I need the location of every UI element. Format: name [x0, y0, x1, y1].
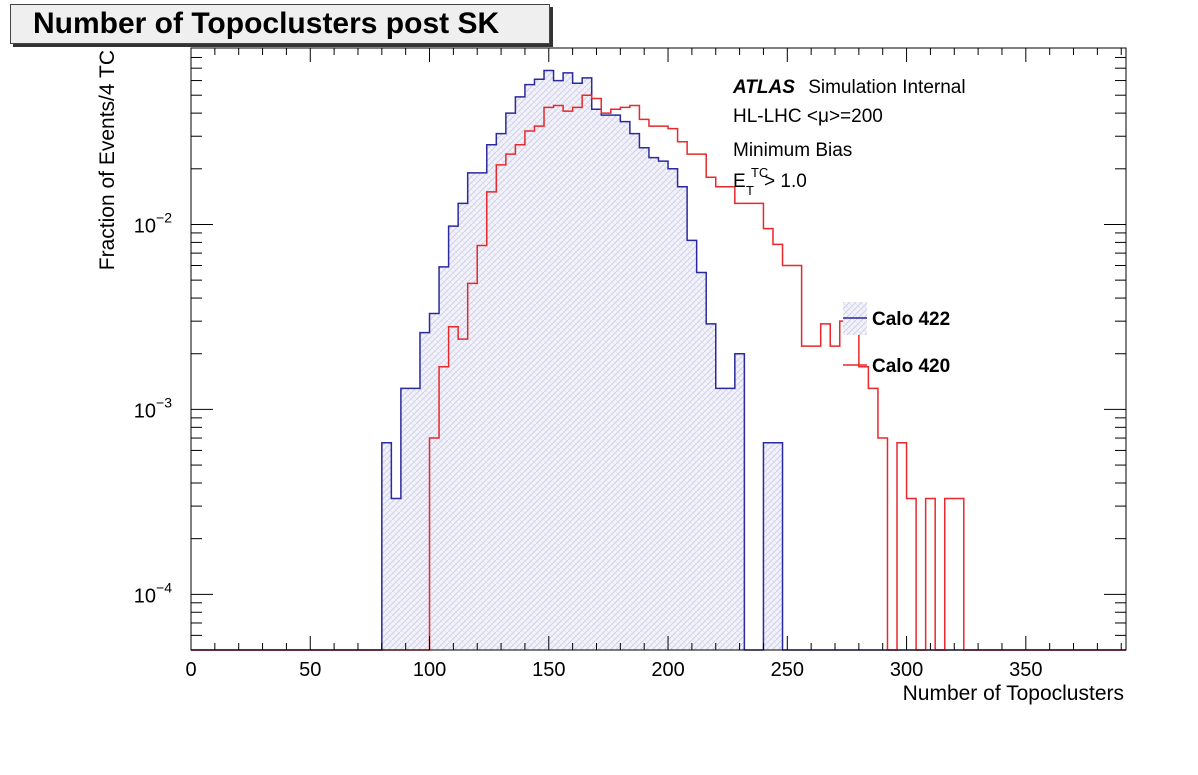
svg-text:ATLAS Simulation Interna: ATLAS Simulation Internal: [732, 77, 966, 98]
sample-label: Minimum Bias: [733, 140, 852, 161]
x-tick-label: 250: [771, 659, 804, 681]
series-line-calo-420: [191, 94, 1126, 651]
x-axis-title: Number of Topoclusters: [903, 682, 1124, 705]
bin-fill-calo-422: [458, 203, 468, 650]
bin-fill-calo-422: [620, 121, 630, 650]
bin-fill-calo-422: [400, 388, 411, 650]
bin-fill-calo-422: [467, 172, 478, 650]
bin-fill-calo-422: [381, 442, 392, 650]
cut-label: E TC T > 1.0: [733, 161, 807, 200]
series-line-calo-422: [191, 69, 1126, 651]
bin-fill-calo-422: [544, 70, 554, 651]
legend-label-calo-422: Calo 422: [872, 309, 950, 330]
bin-fill-calo-422: [515, 96, 525, 650]
bin-fill-calo-422: [563, 72, 573, 650]
bin-fill-calo-422: [448, 226, 459, 650]
bin-fill-calo-422: [477, 172, 487, 650]
bin-fill-calo-422: [610, 115, 621, 650]
x-tick-label: 200: [651, 659, 684, 681]
x-tick-label: 50: [299, 659, 321, 681]
bin-fill-calo-422: [429, 313, 440, 650]
pileup-label: HL-LHC <μ>=200: [733, 106, 883, 127]
bin-fill-calo-422: [486, 144, 497, 651]
bin-fill-calo-422: [715, 388, 726, 650]
chart-title: Number of Topoclusters post SK: [33, 7, 500, 40]
cut-sub: T: [746, 183, 754, 198]
plot-layer: [191, 69, 1126, 651]
y-tick-label: 10−2: [134, 209, 172, 237]
bin-fill-calo-422: [419, 332, 430, 650]
bin-fill-calo-422: [725, 388, 735, 650]
bin-fill-calo-422: [496, 133, 506, 650]
bin-fill-calo-422: [706, 323, 716, 650]
bin-fill-calo-422: [410, 388, 420, 650]
bin-fill-calo-422: [582, 77, 592, 650]
cut-rest: > 1.0: [764, 171, 807, 192]
bin-fill-calo-422: [534, 79, 545, 650]
bin-fill-calo-422: [524, 84, 535, 651]
y-tick-label: 10−4: [134, 579, 172, 607]
bin-fill-calo-422: [391, 498, 401, 650]
legend-label-calo-420: Calo 420: [872, 356, 950, 377]
x-tick-label: 300: [890, 659, 923, 681]
bin-fill-calo-422: [601, 115, 611, 650]
cut-sup: TC: [751, 165, 768, 180]
bin-fill-calo-422: [572, 83, 583, 650]
y-tick-label: 10−3: [134, 394, 172, 422]
bin-fill-calo-422: [677, 186, 688, 651]
bin-fill-calo-422: [658, 161, 669, 651]
title-box: Number of Topoclusters post SK: [10, 4, 550, 44]
bin-fill-calo-422: [687, 240, 697, 650]
atlas-word: ATLAS: [732, 77, 795, 98]
cut-main: E: [733, 171, 746, 192]
atlas-label: ATLAS Simulation Internal HL-LHC <μ>=200…: [732, 77, 966, 200]
x-tick-label: 350: [1009, 659, 1042, 681]
bin-fill-calo-422: [591, 109, 602, 651]
bin-fill-calo-422: [639, 147, 649, 650]
bin-fill-calo-422: [772, 442, 783, 650]
bin-fill-calo-422: [668, 168, 678, 651]
x-tick-label: 150: [532, 659, 565, 681]
bin-fill-calo-422: [696, 272, 707, 650]
bin-fill-calo-422: [734, 353, 745, 650]
bin-fill-calo-422: [439, 266, 449, 650]
bin-fill-calo-422: [505, 113, 516, 650]
bin-fill-calo-422: [629, 133, 640, 650]
x-tick-label: 100: [413, 659, 446, 681]
atlas-suffix: Simulation Internal: [808, 77, 965, 98]
bin-fill-calo-422: [648, 157, 659, 650]
bin-fill-calo-422: [763, 442, 773, 650]
axis-layer: 0 50 100 150 200 250 300 350 10−2 10−3 10−4: [134, 47, 1126, 681]
plot-frame: [190, 47, 1127, 651]
bin-fill-calo-422: [553, 80, 564, 650]
y-axis-title: Fraction of Events/4 TC: [96, 50, 119, 270]
x-tick-label: 0: [185, 659, 196, 681]
legend: Calo 422 Calo 420: [843, 302, 950, 377]
